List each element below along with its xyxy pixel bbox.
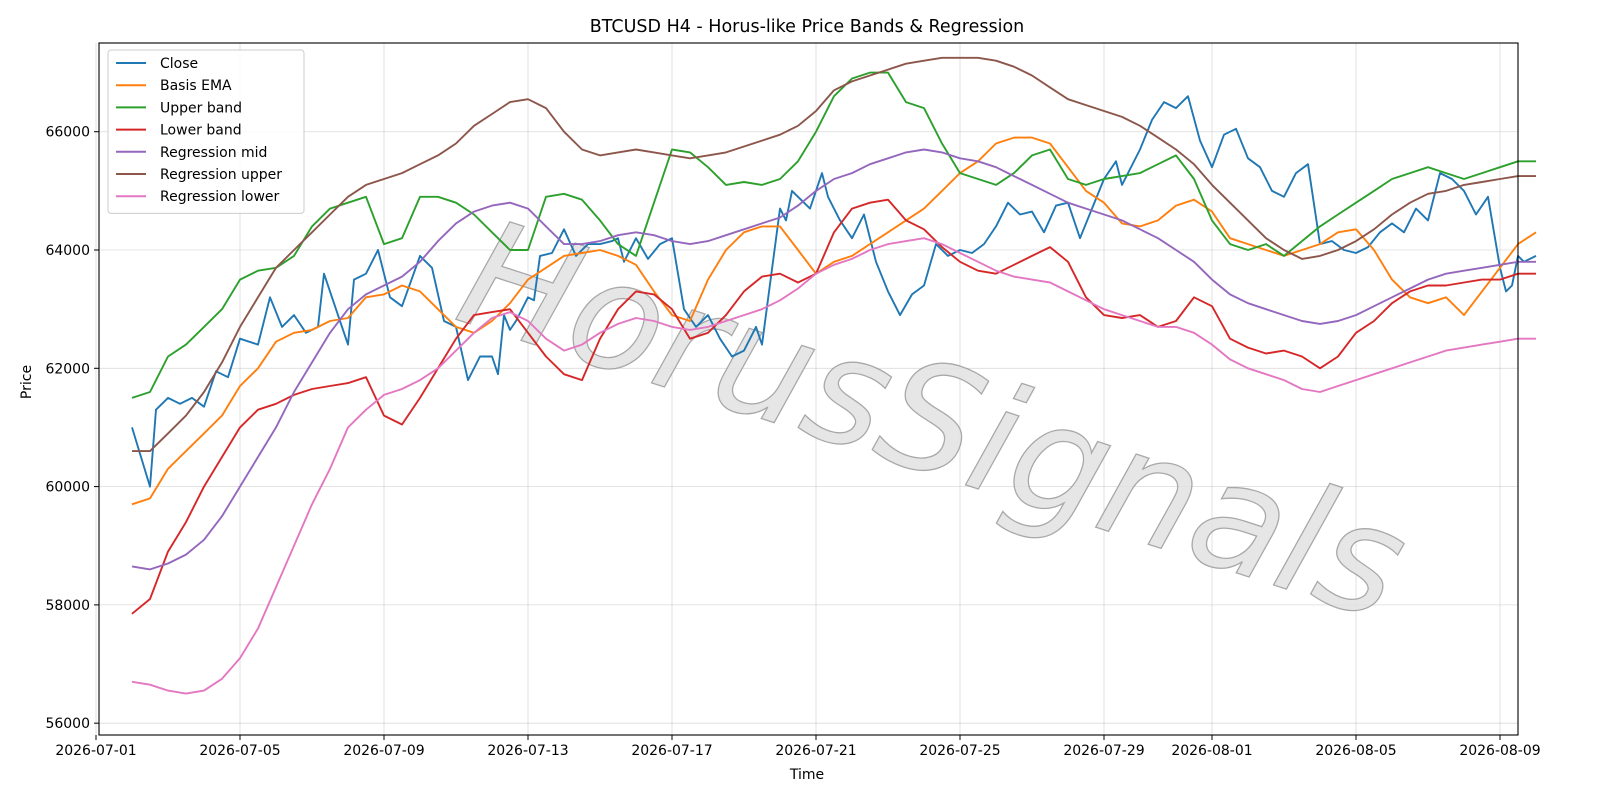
y-axis-label: Price: [19, 365, 35, 399]
x-axis-label: Time: [789, 767, 824, 783]
x-tick-label: 2026-07-13: [487, 743, 568, 759]
chart-title: BTCUSD H4 - Horus-like Price Bands & Reg…: [590, 17, 1025, 37]
legend-label: Lower band: [160, 123, 242, 139]
series-layer: [131, 56, 1537, 695]
series-line-upper-band: [131, 71, 1536, 399]
x-tick-label: 2026-07-25: [919, 743, 1000, 759]
legend-label: Regression lower: [160, 189, 280, 205]
x-tick-label: 2026-07-05: [199, 743, 280, 759]
series-line-regression-lower: [131, 237, 1536, 695]
x-tick-label: 2026-08-09: [1459, 743, 1540, 759]
x-tick-label: 2026-07-21: [775, 743, 856, 759]
grid: [95, 43, 1518, 735]
series-line-basis-ema: [131, 136, 1537, 506]
series-line-close: [131, 95, 1537, 488]
legend-frame: [107, 49, 305, 214]
legend-label: Basis EMA: [160, 78, 232, 94]
axes-frame: [98, 42, 1519, 736]
x-tick-label: 2026-08-01: [1171, 743, 1252, 759]
x-tick-label: 2026-08-05: [1315, 743, 1396, 759]
x-tick-label: 2026-07-17: [631, 743, 712, 759]
y-tick-label: 66000: [45, 125, 90, 141]
legend: Close Basis EMA Upper band Lower band Regres…: [107, 49, 305, 214]
legend-label: Regression upper: [160, 167, 282, 183]
x-tick-label: 2026-07-09: [343, 743, 424, 759]
legend-label: Close: [160, 56, 198, 72]
legend-label: Upper band: [160, 100, 242, 116]
y-tick-label: 58000: [45, 598, 90, 614]
y-tick-label: 64000: [45, 243, 90, 259]
x-axis-ticks: 2026-07-01 2026-07-05 2026-07-09 2026-07-13…: [55, 735, 1541, 759]
y-tick-label: 56000: [45, 716, 90, 732]
legend-label: Regression mid: [160, 145, 267, 161]
x-tick-label: 2026-07-01: [55, 743, 136, 759]
series-line-regression-upper: [132, 56, 1536, 453]
x-tick-label: 2026-07-29: [1063, 743, 1144, 759]
y-tick-label: 62000: [45, 361, 90, 377]
y-tick-label: 60000: [45, 480, 90, 496]
axes: [98, 42, 1519, 736]
y-axis-ticks: 56000 58000 60000 62000 64000 66000: [45, 125, 99, 732]
series-line-regression-mid: [131, 148, 1536, 571]
series-line-lower-band: [131, 198, 1536, 615]
